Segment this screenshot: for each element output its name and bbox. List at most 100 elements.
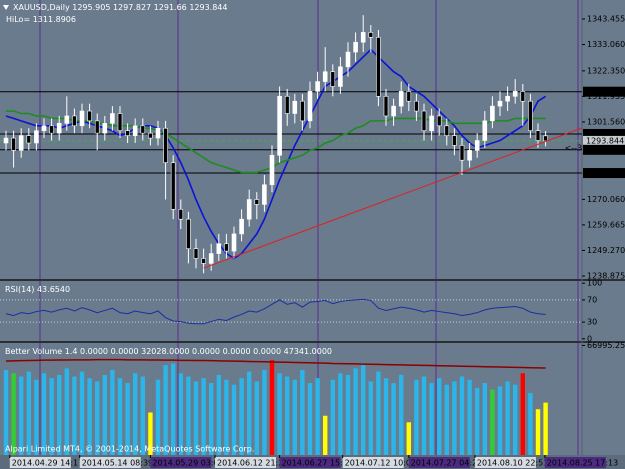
x-tick-label: 2014.06.12 21:23 — [217, 459, 288, 468]
y-tick-label: 100 — [587, 279, 602, 288]
volume-header: Better Volume 1.4 0.0000 0.0000 32028.00… — [5, 347, 332, 356]
high-value: 1297.827 — [113, 3, 151, 12]
candle-body — [155, 127, 161, 139]
volume-bar — [186, 376, 191, 455]
volume-bar — [64, 368, 70, 455]
hilo-header: HiLo= 1311.8906 — [6, 15, 76, 24]
volume-bar — [163, 365, 168, 455]
volume-bar — [353, 368, 358, 455]
candle-body — [444, 125, 450, 136]
candle-body — [26, 135, 32, 144]
candle-body — [535, 130, 541, 141]
volume-bar — [421, 376, 427, 455]
volume-bar — [535, 409, 541, 455]
trendline — [203, 127, 583, 269]
volume-bar — [231, 384, 237, 455]
x-tick-label: 2014.08.25 17:13 — [547, 459, 618, 468]
volume-bar — [505, 381, 510, 455]
x-tick-box — [474, 457, 536, 468]
x-tick-box — [279, 457, 341, 468]
candle-body — [459, 145, 465, 161]
volume-bar — [459, 376, 465, 455]
candle-body — [406, 91, 412, 102]
volume-bar — [26, 371, 32, 455]
hilo-value: 1311.8906 — [33, 15, 76, 24]
level-label: 1313.874 — [586, 87, 624, 96]
candle-body — [239, 218, 244, 235]
y-tick-label: 66995.25 — [587, 341, 625, 350]
candle-body — [224, 243, 229, 252]
volume-bar — [330, 379, 335, 455]
x-tick-label: 2014.05.14 08:39 — [82, 459, 153, 468]
candle-body — [102, 123, 108, 134]
volume-title: Better Volume 1.4 — [5, 347, 77, 356]
volume-buffer: 0.0000 — [253, 347, 281, 356]
level-label: 1296.673 — [586, 129, 624, 138]
volume-bar — [201, 378, 206, 455]
symbol-icon — [3, 5, 9, 10]
volume-bar — [376, 371, 381, 455]
candle-body — [201, 258, 206, 264]
volume-bar — [140, 376, 146, 455]
y-tick-label: 1249.270 — [587, 246, 625, 255]
candle-body — [467, 150, 472, 161]
candle-body — [148, 132, 153, 139]
volume-bar — [216, 374, 222, 455]
volume-bar — [307, 383, 313, 455]
volume-bar — [436, 378, 442, 455]
symbol: XAUUSD,Daily — [13, 3, 70, 12]
candle-body — [512, 91, 518, 97]
candle-body — [353, 41, 358, 53]
volume-bar — [178, 373, 184, 455]
candle-body — [208, 253, 214, 264]
volume-bar — [444, 384, 449, 455]
volume-bar — [110, 369, 115, 455]
rsi-header: RSI(14) 43.6540 — [5, 285, 70, 294]
candle-body — [246, 199, 252, 220]
volume-bar — [262, 369, 267, 455]
candle-body — [338, 66, 343, 87]
candle-body — [345, 51, 351, 68]
volume-bar — [247, 371, 252, 455]
candle-body — [170, 162, 176, 210]
volume-bar — [520, 373, 525, 455]
candle-body — [376, 37, 381, 97]
volume-buffer: 0.0000 — [80, 347, 108, 356]
volume-bar — [338, 373, 343, 455]
candle-body — [49, 125, 54, 134]
candle-body — [421, 110, 427, 132]
y-tick-label: 30 — [587, 318, 597, 327]
volume-bar — [467, 379, 472, 455]
candle-body — [292, 100, 298, 114]
volume-bar — [125, 383, 130, 455]
y-tick-label: 0 — [587, 334, 592, 343]
candle-body — [216, 243, 222, 254]
volume-buffer: 0.0000 — [111, 347, 139, 356]
x-tick-label: 2014.05.29 03:01 — [152, 459, 223, 468]
label-layer: XAUUSD,Daily 1295.905 1297.827 1291.66 1… — [3, 3, 332, 454]
level-label-box — [583, 135, 625, 146]
rsi-value: 43.6540 — [37, 285, 70, 294]
volume-bar — [490, 389, 495, 455]
candle-body — [64, 115, 70, 124]
candle-body — [18, 135, 24, 151]
volume-bar — [133, 373, 138, 455]
low-value: 1291.66 — [154, 3, 187, 12]
candle-body — [307, 91, 313, 122]
x-tick-box — [544, 457, 606, 468]
volume-bar — [79, 371, 85, 455]
candle-body — [262, 184, 267, 205]
volume-bar — [383, 378, 389, 455]
volume-bar — [474, 387, 480, 455]
volume-bar — [57, 374, 62, 455]
y-tick-label: 1259.665 — [587, 220, 625, 229]
panel-divider — [0, 341, 625, 343]
volume-bar — [239, 378, 244, 455]
candle-body — [231, 233, 237, 252]
volume-bar — [543, 402, 548, 455]
candle-body — [79, 110, 85, 127]
volume-bar — [269, 360, 275, 455]
volume-buffer: 0.0000 — [192, 347, 220, 356]
